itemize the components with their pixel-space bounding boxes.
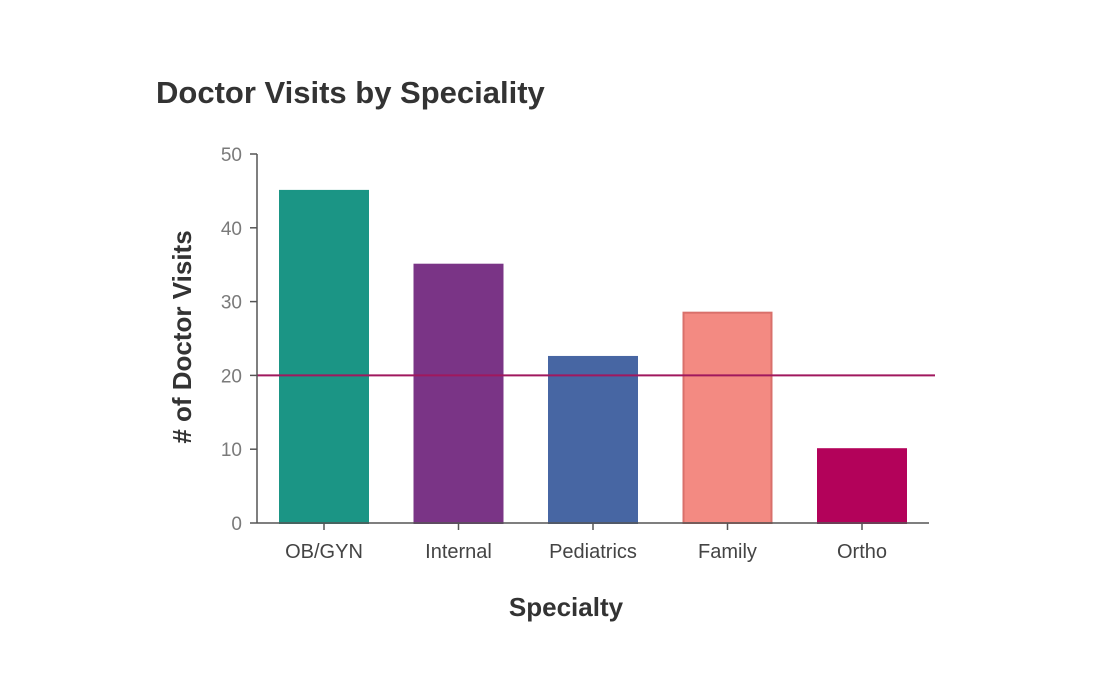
- x-tick-label: Pediatrics: [549, 541, 637, 563]
- y-axis-title: # of Doctor Visits: [167, 230, 197, 443]
- y-tick-label: 40: [221, 219, 242, 240]
- x-tick-label: Family: [698, 541, 757, 563]
- x-tick-label: OB/GYN: [285, 541, 363, 563]
- bar-pediatrics: [548, 355, 638, 525]
- bar-ortho: [817, 448, 907, 525]
- bar-ob-gyn: [279, 189, 369, 524]
- y-tick-label: 20: [221, 366, 242, 387]
- x-tick-label: Ortho: [837, 541, 887, 563]
- chart-title: Doctor Visits by Speciality: [156, 75, 546, 110]
- y-tick-label: 0: [231, 514, 242, 535]
- x-tick-label: Internal: [425, 541, 492, 563]
- x-ticks-group: OB/GYN Internal Pediatrics Family Ortho: [285, 523, 887, 563]
- y-tick-label: 30: [221, 293, 242, 314]
- bars-group: [279, 189, 907, 525]
- bar-internal: [413, 263, 504, 524]
- y-tick-label: 50: [221, 145, 242, 166]
- bar-family: [682, 311, 773, 525]
- y-tick-label: 10: [221, 440, 242, 461]
- y-ticks-group: 0 10 20 30 40 50: [221, 145, 257, 535]
- x-axis-title: Specialty: [509, 592, 624, 622]
